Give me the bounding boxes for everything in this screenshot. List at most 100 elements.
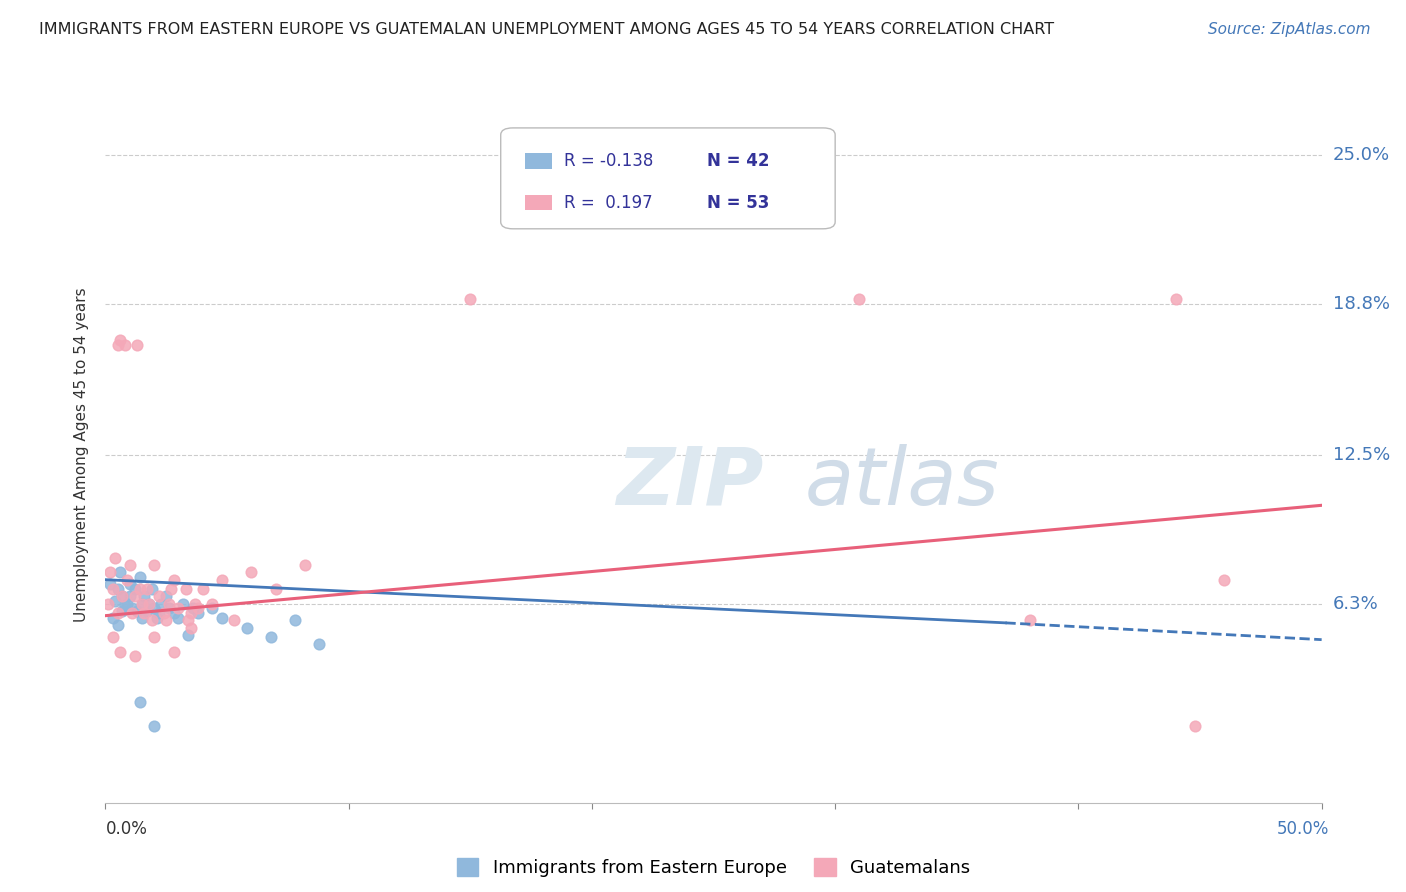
Point (1018, 614, 1040, 628)
Point (101, 611, 124, 625)
Point (167, 601, 190, 615)
Point (308, 637, 330, 651)
Point (135, 604, 157, 618)
Point (172, 597, 194, 611)
Point (125, 604, 148, 618)
Point (211, 611, 233, 625)
Point (162, 645, 184, 659)
Point (177, 614, 200, 628)
Point (118, 590, 141, 604)
Text: R =  0.197: R = 0.197 (564, 194, 652, 211)
Point (121, 607, 143, 621)
Point (134, 590, 156, 604)
Point (157, 597, 180, 611)
Point (107, 337, 129, 351)
Point (118, 577, 141, 591)
Y-axis label: Unemployment Among Ages 45 to 54 years: Unemployment Among Ages 45 to 54 years (75, 287, 90, 623)
Text: ZIP: ZIP (616, 443, 763, 522)
FancyBboxPatch shape (501, 128, 835, 229)
Text: atlas: atlas (804, 443, 1000, 522)
Point (260, 630, 283, 644)
Point (224, 614, 246, 628)
Point (240, 566, 263, 580)
Point (114, 337, 136, 351)
Point (180, 607, 202, 621)
Point (284, 614, 307, 628)
Point (124, 582, 146, 597)
Point (131, 611, 153, 625)
Point (160, 582, 183, 597)
Point (108, 566, 131, 580)
Point (143, 558, 166, 573)
Point (111, 604, 134, 618)
Point (135, 582, 157, 597)
Text: IMMIGRANTS FROM EASTERN EUROPE VS GUATEMALAN UNEMPLOYMENT AMONG AGES 45 TO 54 YE: IMMIGRANTS FROM EASTERN EUROPE VS GUATEM… (39, 22, 1054, 37)
Point (148, 607, 170, 621)
Point (235, 621, 257, 635)
Point (131, 597, 153, 611)
Point (690, 191, 713, 205)
Point (1164, 292, 1187, 306)
Point (143, 601, 166, 615)
Point (181, 601, 204, 615)
Text: 18.8%: 18.8% (1333, 294, 1389, 313)
Point (162, 573, 184, 587)
Text: 0.0%: 0.0% (105, 820, 148, 838)
Point (117, 597, 139, 611)
Text: 12.5%: 12.5% (1333, 446, 1391, 464)
Point (97, 597, 120, 611)
Point (143, 630, 166, 644)
Point (128, 582, 150, 597)
Point (211, 573, 233, 587)
Text: Source: ZipAtlas.com: Source: ZipAtlas.com (1208, 22, 1371, 37)
Text: N = 53: N = 53 (707, 194, 770, 211)
Point (125, 337, 148, 351)
Point (128, 695, 150, 709)
Point (264, 582, 287, 597)
Point (201, 597, 224, 611)
Point (141, 582, 163, 597)
Point (107, 582, 129, 597)
FancyBboxPatch shape (524, 153, 551, 169)
Point (187, 601, 209, 615)
Point (162, 607, 184, 621)
Point (145, 611, 167, 625)
FancyBboxPatch shape (524, 195, 551, 211)
Point (124, 590, 146, 604)
Point (104, 551, 127, 566)
Point (177, 628, 200, 642)
Point (184, 597, 207, 611)
Point (174, 582, 197, 597)
Text: 6.3%: 6.3% (1333, 595, 1378, 613)
Text: R = -0.138: R = -0.138 (564, 152, 654, 170)
Point (167, 611, 190, 625)
Point (107, 618, 129, 632)
Point (150, 597, 173, 611)
Point (111, 590, 134, 604)
Point (141, 614, 163, 628)
Point (118, 558, 141, 573)
Point (108, 645, 131, 659)
Point (117, 573, 139, 587)
Point (101, 582, 124, 597)
Point (153, 607, 176, 621)
Point (128, 570, 150, 584)
Point (107, 607, 129, 621)
Point (101, 630, 124, 644)
Point (111, 590, 134, 604)
Text: 25.0%: 25.0% (1333, 146, 1391, 164)
Point (108, 333, 131, 347)
Legend: Immigrants from Eastern Europe, Guatemalans: Immigrants from Eastern Europe, Guatemal… (450, 851, 977, 884)
Point (1213, 573, 1236, 587)
Point (157, 601, 180, 615)
Text: 50.0%: 50.0% (1277, 820, 1329, 838)
Point (155, 590, 177, 604)
Point (98, 566, 121, 580)
Point (201, 601, 224, 615)
Point (458, 292, 481, 306)
Point (134, 607, 156, 621)
Point (155, 614, 177, 628)
Point (98, 577, 121, 591)
Point (148, 590, 170, 604)
Point (114, 599, 136, 613)
